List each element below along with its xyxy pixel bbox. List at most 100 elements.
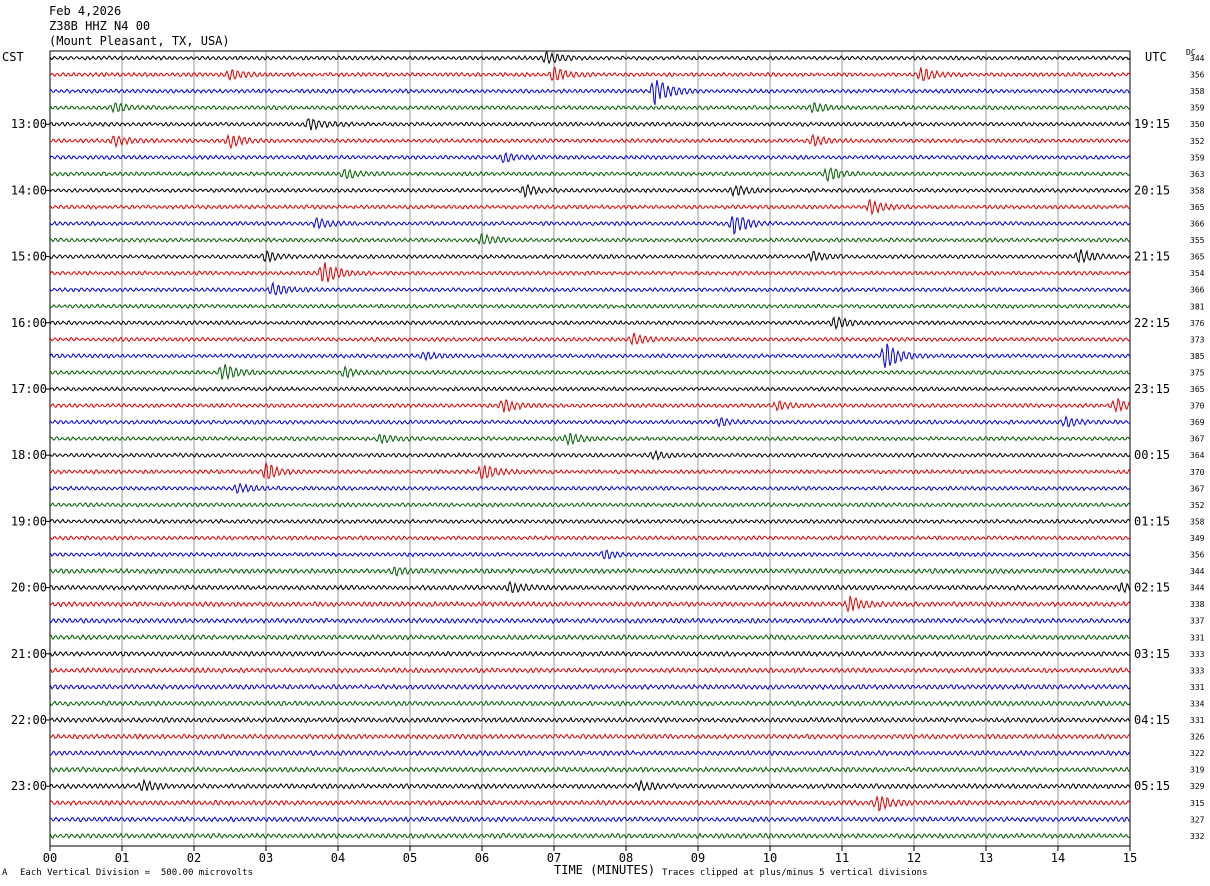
left-timezone-label: CST xyxy=(2,50,24,64)
dc-offset-label: 326 xyxy=(1190,733,1205,742)
dc-offset-label: 366 xyxy=(1190,286,1205,295)
trace-row-15 xyxy=(49,303,1131,310)
trace-row-26 xyxy=(49,482,1131,494)
trace-row-42 xyxy=(49,749,1131,757)
trace-row-45 xyxy=(49,794,1131,812)
dc-offset-label: 350 xyxy=(1190,120,1205,129)
trace-row-2 xyxy=(49,79,1131,106)
dc-offset-label: 365 xyxy=(1190,385,1205,394)
corner-mark: A xyxy=(2,868,8,878)
dc-offset-label: 338 xyxy=(1190,600,1205,609)
dc-offset-label: 331 xyxy=(1190,716,1205,725)
trace-row-16 xyxy=(49,316,1131,331)
trace-row-34 xyxy=(49,617,1131,625)
dc-offset-label: 359 xyxy=(1190,104,1205,113)
right-hour-label: 00:15 xyxy=(1134,448,1170,462)
trace-row-35 xyxy=(49,633,1131,641)
trace-row-12 xyxy=(49,249,1131,264)
left-hour-label: 21:00 xyxy=(11,647,47,661)
left-hour-label: 18:00 xyxy=(11,448,47,462)
dc-offset-label: 344 xyxy=(1190,54,1205,63)
dc-offset-label: 356 xyxy=(1190,551,1205,560)
left-hour-label: 20:00 xyxy=(11,581,47,595)
trace-row-38 xyxy=(49,683,1131,691)
trace-row-5 xyxy=(49,133,1131,150)
station-location: (Mount Pleasant, TX, USA) xyxy=(49,34,230,48)
trace-row-21 xyxy=(49,397,1131,413)
dc-offset-label: 329 xyxy=(1190,782,1205,791)
trace-row-31 xyxy=(49,566,1131,577)
dc-offset-label: 370 xyxy=(1190,468,1205,477)
dc-offset-label: 319 xyxy=(1190,766,1205,775)
trace-row-24 xyxy=(49,449,1131,461)
x-tick-label: 13 xyxy=(979,851,993,865)
trace-row-30 xyxy=(49,549,1131,560)
left-hour-label: 17:00 xyxy=(11,382,47,396)
trace-row-11 xyxy=(49,232,1131,246)
right-hour-label: 23:15 xyxy=(1134,382,1170,396)
dc-offset-label: 375 xyxy=(1190,368,1205,377)
left-hour-labels: 13:00 14:00 15:00 16:00 17:00 18:00 19:00 20:00… xyxy=(11,117,50,793)
x-tick-label: 01 xyxy=(115,851,129,865)
dc-offset-label: 337 xyxy=(1190,617,1205,626)
dc-offset-label: 344 xyxy=(1190,567,1205,576)
dc-column-label: DC xyxy=(1186,48,1196,57)
left-hour-label: 15:00 xyxy=(11,250,47,264)
trace-row-14 xyxy=(49,281,1131,296)
dc-offset-label: 370 xyxy=(1190,402,1205,411)
x-tick-label: 10 xyxy=(763,851,777,865)
x-tick-label: 15 xyxy=(1123,851,1137,865)
trace-row-28 xyxy=(49,518,1131,525)
trace-row-43 xyxy=(49,766,1130,774)
dc-offset-label: 315 xyxy=(1190,799,1205,808)
scale-note: Each Vertical Division = 500.00 microvol… xyxy=(20,868,253,878)
dc-offset-label: 367 xyxy=(1190,435,1205,444)
x-tick-label: 07 xyxy=(547,851,561,865)
x-tick-label: 14 xyxy=(1051,851,1065,865)
plot-date: Feb 4,2026 xyxy=(49,4,122,18)
x-tick-label: 06 xyxy=(475,851,489,865)
trace-row-41 xyxy=(49,733,1131,741)
x-tick-label: 00 xyxy=(43,851,57,865)
dc-offset-label: 366 xyxy=(1190,220,1205,229)
trace-row-22 xyxy=(49,414,1131,428)
trace-row-32 xyxy=(49,580,1131,594)
right-hour-label: 19:15 xyxy=(1134,117,1170,131)
trace-row-44 xyxy=(49,778,1131,792)
dc-offset-label: 369 xyxy=(1190,418,1205,427)
dc-offset-label: 331 xyxy=(1190,683,1205,692)
dc-offset-label: 331 xyxy=(1190,633,1205,642)
trace-row-39 xyxy=(49,700,1131,707)
right-hour-label: 03:15 xyxy=(1134,647,1170,661)
trace-row-13 xyxy=(49,262,1131,283)
trace-row-37 xyxy=(49,666,1131,674)
x-tick-label: 02 xyxy=(187,851,201,865)
dc-offset-label: 376 xyxy=(1190,319,1205,328)
x-tick-label: 04 xyxy=(331,851,345,865)
left-hour-label: 22:00 xyxy=(11,713,47,727)
dc-offset-label: 358 xyxy=(1190,87,1205,96)
dc-offset-labels: 344 356 358 359 350 352 359 363 358 365 366 355 365 3… xyxy=(1190,54,1205,841)
dc-offset-label: 352 xyxy=(1190,501,1205,510)
x-tick-label: 05 xyxy=(403,851,417,865)
trace-row-18 xyxy=(49,343,1131,368)
x-axis-title: TIME (MINUTES) xyxy=(554,863,656,877)
trace-row-1 xyxy=(49,66,1131,82)
left-hour-label: 16:00 xyxy=(11,316,47,330)
right-hour-labels: 19:15 20:15 21:15 22:15 23:15 00:15 01:15 02:15… xyxy=(1134,117,1170,793)
dc-offset-label: 363 xyxy=(1190,170,1205,179)
seismic-traces xyxy=(49,51,1131,840)
trace-row-25 xyxy=(49,461,1131,480)
dc-offset-label: 355 xyxy=(1190,236,1205,245)
dc-offset-label: 364 xyxy=(1190,451,1205,460)
trace-row-29 xyxy=(49,535,1131,541)
trace-row-3 xyxy=(49,102,1131,114)
trace-row-27 xyxy=(49,502,1131,508)
left-hour-label: 19:00 xyxy=(11,514,47,528)
trace-row-23 xyxy=(49,432,1131,447)
dc-offset-label: 333 xyxy=(1190,666,1205,675)
right-hour-label: 04:15 xyxy=(1134,713,1170,727)
plot-frame xyxy=(49,50,1131,847)
x-tick-label: 03 xyxy=(259,851,273,865)
